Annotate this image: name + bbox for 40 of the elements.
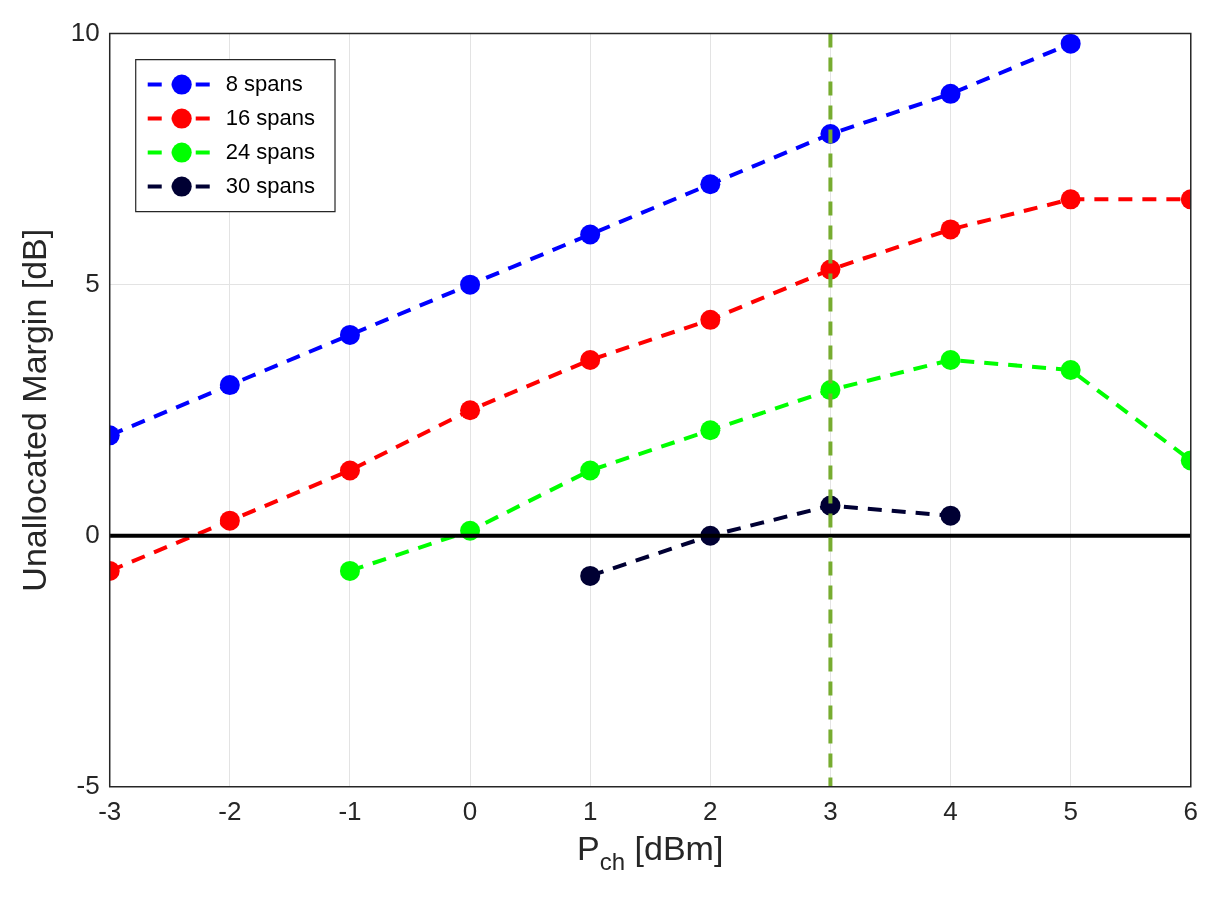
point <box>940 83 961 104</box>
x-tick-label: 3 <box>823 795 838 826</box>
point <box>700 420 721 441</box>
x-tick-label: 2 <box>703 795 718 826</box>
point <box>1060 189 1081 210</box>
point <box>580 349 601 370</box>
legend-label: 24 spans <box>225 138 316 164</box>
point <box>940 349 961 370</box>
x-tick-label: 0 <box>462 795 478 826</box>
x-tick-label: 5 <box>1063 795 1078 826</box>
point <box>219 375 240 396</box>
legend-label: 30 spans <box>225 172 316 198</box>
point <box>460 400 481 421</box>
point <box>580 460 601 481</box>
point <box>1060 360 1081 381</box>
legend-label: 8 spans <box>225 70 303 96</box>
point <box>460 274 481 295</box>
x-tick-label: 1 <box>582 795 598 826</box>
point <box>700 309 721 330</box>
point <box>219 510 240 531</box>
point <box>339 460 360 481</box>
point <box>940 505 961 526</box>
point <box>1060 33 1081 54</box>
y-tick-label: 5 <box>85 267 100 298</box>
x-tick-label: -3 <box>98 795 122 826</box>
point <box>339 324 360 345</box>
point <box>700 174 721 195</box>
y-axis-title: Unallocated Margin [dB] <box>14 228 53 592</box>
y-tick-label: 10 <box>70 16 100 47</box>
point <box>940 219 961 240</box>
x-tick-label: 6 <box>1183 795 1198 826</box>
x-tick-label: -2 <box>218 795 242 826</box>
point <box>580 224 601 245</box>
point <box>339 560 360 581</box>
y-tick-label: -5 <box>76 769 100 800</box>
x-tick-label: 4 <box>943 795 958 826</box>
y-tick-label: 0 <box>85 518 100 549</box>
x-tick-label: -1 <box>338 795 362 826</box>
legend-label: 16 spans <box>225 104 316 130</box>
point <box>580 565 601 586</box>
